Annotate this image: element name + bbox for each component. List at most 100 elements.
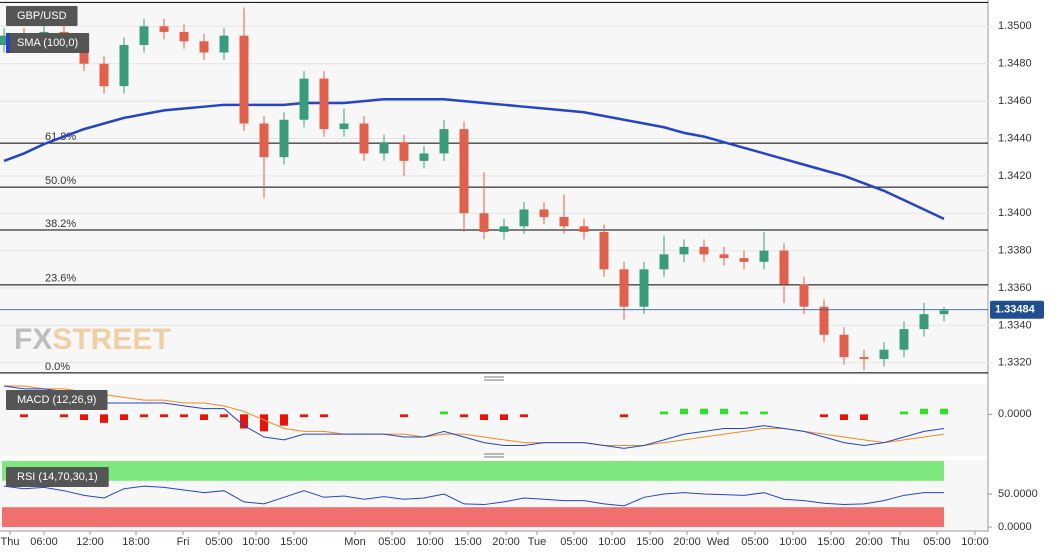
macd-panel (0, 384, 988, 456)
histogram-bar (220, 414, 228, 418)
legend-label: MACD (12,26,9) (17, 394, 96, 406)
candle-body (439, 129, 449, 154)
histogram-bar (180, 414, 188, 418)
legend-label: SMA (100,0) (17, 37, 78, 49)
x-tick-label: 18:00 (122, 536, 150, 548)
y-tick-label: 1.3400 (998, 207, 1032, 219)
y-tick-label: 1.3480 (998, 58, 1032, 70)
legend: MACD (12,26,9) (6, 390, 108, 410)
macd-line (3, 385, 945, 449)
histogram-bar (820, 414, 828, 418)
x-tick-label: 06:00 (30, 536, 58, 548)
y-tick-label: 1.3340 (998, 319, 1032, 331)
y-tick-label: 1.3420 (998, 170, 1032, 182)
histogram-bar (760, 411, 768, 415)
candle-body (419, 153, 429, 161)
candle-body (799, 284, 809, 307)
rsi-line (3, 485, 944, 507)
candle-body (559, 216, 569, 227)
fib-label: 23.6% (45, 273, 76, 285)
x-tick-label: 05:00 (378, 536, 406, 548)
legend-box (6, 6, 78, 26)
x-tick-label: 05:00 (560, 536, 588, 548)
histogram-bar (240, 414, 248, 429)
x-tick-label: 15:00 (280, 536, 308, 548)
candle-body (399, 142, 409, 161)
legend-box (6, 33, 90, 53)
x-tick-label: 10:00 (416, 536, 444, 548)
histogram-bar (440, 411, 448, 415)
candle-body (239, 35, 249, 124)
candle-body (339, 123, 349, 130)
candle-body (779, 250, 789, 285)
legend-label: GBP/USD (17, 10, 67, 22)
candle-body (879, 349, 889, 360)
x-tick-label: 15:00 (636, 536, 664, 548)
histogram-bar (900, 411, 908, 415)
candle-body (379, 142, 389, 154)
x-tick-label: Tue (528, 536, 547, 548)
histogram-bar (120, 414, 128, 420)
histogram-bar (860, 414, 868, 420)
candle-body (819, 306, 829, 335)
histogram-bar (480, 414, 488, 420)
x-tick-label: 20:00 (673, 536, 701, 548)
histogram-bar (720, 408, 728, 415)
histogram-bar (940, 408, 948, 415)
candle-body (639, 269, 649, 307)
y-tick-label: 1.3460 (998, 95, 1032, 107)
legend: GBP/USD (6, 6, 78, 26)
histogram-bar (500, 414, 508, 420)
candle-body (299, 78, 309, 120)
candle-body (319, 78, 329, 130)
x-tick-label: 05:00 (741, 536, 769, 548)
legend-swatch (6, 33, 10, 53)
x-tick-label: Thu (1, 536, 20, 548)
histogram-bar (920, 408, 928, 415)
histogram-bar (160, 414, 168, 418)
histogram-bar (460, 414, 468, 418)
watermark-part: STREET (52, 323, 170, 356)
candle-body (619, 269, 629, 307)
histogram-bar (280, 414, 288, 426)
x-tick-label: Wed (707, 536, 729, 548)
histogram-bar (60, 414, 68, 418)
legend-box (6, 467, 109, 487)
x-tick-label: 10:00 (961, 536, 989, 548)
candle-body (539, 209, 549, 217)
candle-body (459, 129, 469, 214)
candle-body (499, 226, 509, 232)
y-tick-label: 50.0000 (998, 488, 1038, 500)
overbought-band (2, 461, 944, 481)
candle-body (519, 209, 529, 227)
last-price-label: 1.33484 (995, 304, 1036, 316)
y-tick-label: 1.3500 (998, 20, 1032, 32)
candle-body (839, 334, 849, 358)
x-tick-label: 05:00 (205, 536, 233, 548)
candle-body (479, 213, 489, 232)
candle-body (159, 26, 169, 32)
legend: RSI (14,70,30,1) (6, 467, 109, 487)
histogram-bar (80, 414, 88, 420)
fib-label: 50.0% (45, 175, 76, 187)
candle-body (259, 123, 269, 158)
y-tick-label: 0.0000 (998, 521, 1032, 533)
histogram-bar (700, 408, 708, 415)
x-tick-label: Thu (891, 536, 910, 548)
sma-line (3, 97, 945, 220)
histogram-bar (680, 408, 688, 415)
watermark-part: FX (14, 323, 52, 356)
candle-body (579, 226, 589, 232)
x-tick-label: 20:00 (492, 536, 520, 548)
legend: SMA (100,0) (6, 33, 90, 53)
histogram-bar (20, 414, 28, 418)
x-tick-label: 15:00 (817, 536, 845, 548)
x-tick-label: 05:00 (923, 536, 951, 548)
candle-body (659, 254, 669, 270)
fib-label: 38.2% (45, 218, 76, 230)
histogram-bar (100, 414, 108, 423)
y-tick-label: 0.0000 (998, 408, 1032, 420)
x-tick-label: Fri (177, 536, 190, 548)
histogram-bar (520, 414, 528, 418)
